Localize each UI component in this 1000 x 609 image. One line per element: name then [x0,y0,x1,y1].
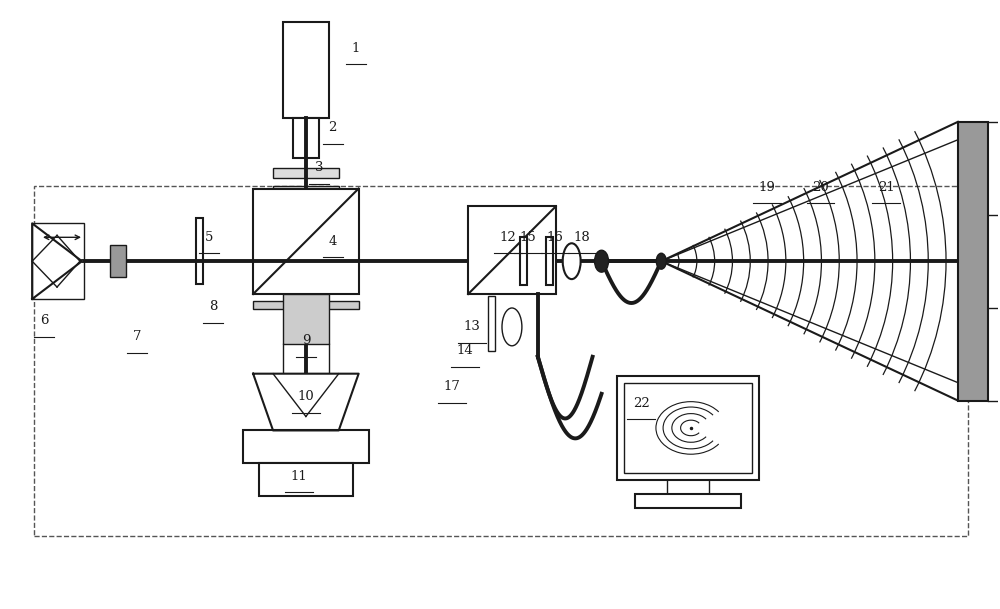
Ellipse shape [563,243,581,279]
Bar [273,186,339,195]
Bar [488,296,495,351]
Bar [520,238,527,285]
Text: 4: 4 [329,235,337,248]
Polygon shape [32,224,82,299]
Bar [259,463,353,496]
Text: 19: 19 [758,181,775,194]
Text: 9: 9 [302,334,310,347]
Text: 3: 3 [315,161,323,174]
Text: 10: 10 [298,390,314,403]
Bar [253,301,359,309]
Text: 18: 18 [573,231,590,244]
Bar [283,294,329,344]
Bar [635,494,741,508]
Bar [624,382,752,473]
Text: 16: 16 [546,231,563,244]
Bar [293,118,319,158]
Text: 7: 7 [132,330,141,343]
Ellipse shape [595,250,609,272]
Bar [32,224,84,299]
Text: 6: 6 [40,314,48,328]
Bar [110,245,126,277]
Text: 22: 22 [633,397,650,410]
Ellipse shape [502,308,522,346]
Text: 8: 8 [209,300,218,314]
Bar [546,238,553,285]
Text: 20: 20 [812,181,829,194]
Text: 12: 12 [500,231,516,244]
Text: 21: 21 [878,181,895,194]
Bar [468,206,556,294]
Text: 14: 14 [457,344,474,357]
Bar [196,219,203,284]
Bar [958,122,988,401]
Bar [253,189,359,294]
Text: 13: 13 [464,320,481,333]
Text: 11: 11 [291,470,307,483]
Bar [243,431,369,463]
Text: 1: 1 [351,41,360,55]
Bar [283,23,329,118]
Bar [617,376,759,480]
Text: 2: 2 [329,121,337,135]
Text: 15: 15 [519,231,536,244]
Polygon shape [253,374,359,431]
Text: 17: 17 [444,380,461,393]
Bar [34,186,968,536]
Ellipse shape [656,253,666,269]
Bar [273,167,339,178]
Text: 5: 5 [205,231,214,244]
